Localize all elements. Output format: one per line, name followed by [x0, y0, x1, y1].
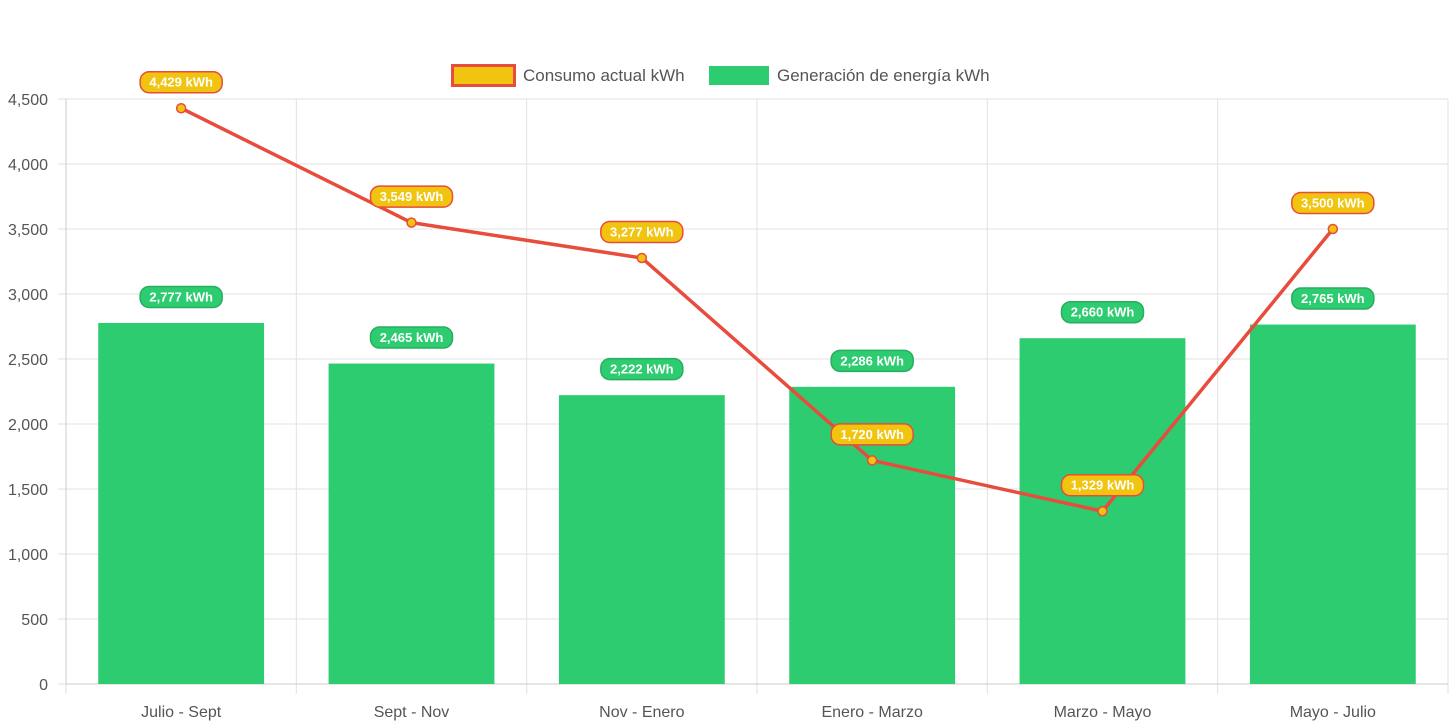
line-data-label-bg — [600, 220, 684, 244]
line-point[interactable] — [175, 102, 187, 114]
legend-item-consumo[interactable]: Consumo actual kWh — [451, 64, 685, 87]
bar[interactable] — [558, 395, 725, 684]
line-data-label-text: 1,720 kWh — [840, 427, 904, 442]
y-tick-label: 500 — [21, 612, 48, 629]
line-data-label: 1,720 kWh — [830, 423, 914, 446]
bar-data-label: 2,777 kWh — [139, 285, 223, 309]
y-axis: 0 500 1,000 1,500 2,000 2,500 3,000 3,500 4,000 4… — [8, 92, 67, 694]
legend: Consumo actual kWh Generación de energía… — [451, 64, 990, 87]
bar-data-label-bg — [600, 357, 684, 381]
bar-data-label-text: 2,222 kWh — [610, 362, 674, 377]
line-point[interactable] — [1097, 505, 1108, 517]
line-data-label: 3,277 kWh — [600, 220, 684, 244]
x-axis: Julio - Sept Sept - Nov Nov - Enero Enero -… — [66, 683, 1448, 721]
y-tick-label: 4,500 — [8, 92, 48, 109]
bar-data-label-bg — [139, 285, 223, 309]
line-point[interactable] — [1327, 223, 1339, 235]
bar-data-labels: 2,777 kWh 2,465 kWh 2,222 kWh 2,286 kWh 2,66… — [139, 285, 1375, 381]
y-tick-label: 4,000 — [8, 157, 48, 174]
x-tick-label: Julio - Sept — [141, 704, 222, 721]
x-tick-label: Sept - Nov — [374, 704, 450, 721]
line-data-label-text: 3,549 kWh — [380, 189, 444, 204]
line-data-label-bg — [139, 70, 223, 94]
bar-data-label-bg — [1060, 300, 1145, 324]
legend-label-consumo: Consumo actual kWh — [523, 66, 685, 85]
grid — [58, 98, 1449, 694]
bar-data-label-text: 2,286 kWh — [840, 353, 904, 368]
legend-swatch-consumo — [451, 64, 516, 87]
bar[interactable] — [98, 322, 265, 684]
legend-item-generacion[interactable]: Generación de energía kWh — [709, 66, 990, 85]
line-point[interactable] — [636, 252, 648, 264]
bar-data-label: 2,222 kWh — [600, 357, 684, 381]
line-data-label: 1,329 kWh — [1060, 473, 1145, 497]
legend-swatch-generacion — [709, 66, 769, 85]
line-point[interactable] — [406, 217, 417, 228]
bar-data-label: 2,765 kWh — [1291, 287, 1375, 310]
y-tick-label: 1,000 — [8, 547, 48, 564]
bar-data-label-text: 2,660 kWh — [1071, 305, 1135, 320]
x-tick-label: Nov - Enero — [599, 704, 684, 721]
line-data-label-bg — [1060, 473, 1145, 497]
x-tick-label: Enero - Marzo — [821, 704, 922, 721]
line-point[interactable] — [866, 455, 878, 466]
bar-data-label: 2,660 kWh — [1060, 300, 1145, 324]
y-tick-label: 2,500 — [8, 352, 48, 369]
y-tick-label: 1,500 — [8, 482, 48, 499]
x-tick-label: Marzo - Mayo — [1054, 704, 1152, 721]
line-data-label-text: 1,329 kWh — [1071, 478, 1135, 493]
line-data-label-bg — [369, 185, 454, 208]
bar-data-label-bg — [1291, 287, 1375, 310]
line-data-label-bg — [830, 423, 914, 446]
bar-data-label-text: 2,465 kWh — [380, 330, 444, 345]
line-data-label-bg — [1291, 191, 1375, 215]
bar-data-label-text: 2,765 kWh — [1301, 291, 1365, 306]
bar-series — [98, 322, 1416, 684]
line-data-label: 3,549 kWh — [369, 185, 454, 208]
bar[interactable] — [1249, 324, 1416, 684]
line-data-label-text: 3,277 kWh — [610, 224, 674, 239]
bar-data-label: 2,286 kWh — [830, 349, 914, 373]
bar-data-label: 2,465 kWh — [369, 326, 454, 349]
y-tick-label: 3,000 — [8, 287, 48, 304]
line-data-label-text: 4,429 kWh — [149, 75, 213, 90]
bar-data-label-bg — [369, 326, 454, 349]
bar[interactable] — [328, 363, 495, 684]
y-tick-label: 2,000 — [8, 417, 48, 434]
bar-data-label-bg — [830, 349, 914, 373]
line-data-label: 4,429 kWh — [139, 70, 223, 94]
y-tick-label: 3,500 — [8, 222, 48, 239]
line-data-label-text: 3,500 kWh — [1301, 196, 1365, 211]
x-tick-label: Mayo - Julio — [1290, 704, 1376, 721]
legend-label-generacion: Generación de energía kWh — [777, 66, 990, 85]
line-data-label: 3,500 kWh — [1291, 191, 1375, 215]
line-data-labels: 4,429 kWh 3,549 kWh 3,277 kWh 1,720 kWh 1,32… — [139, 70, 1375, 497]
y-tick-label: 0 — [39, 677, 48, 694]
bar-data-label-text: 2,777 kWh — [149, 289, 213, 304]
